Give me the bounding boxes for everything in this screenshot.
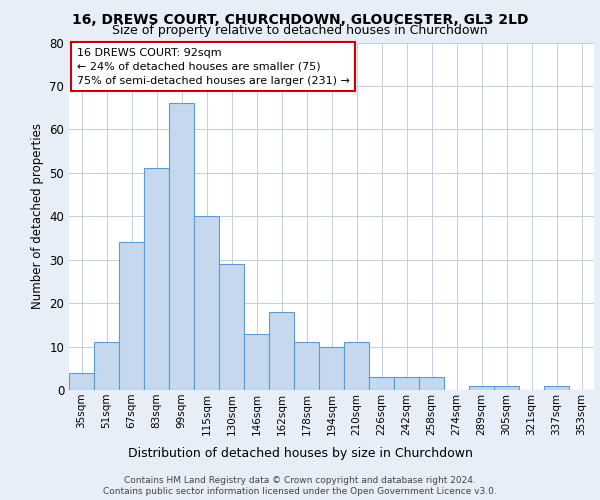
- Bar: [369, 377, 394, 390]
- Bar: [469, 386, 494, 390]
- Bar: [244, 334, 269, 390]
- Bar: [219, 264, 244, 390]
- Bar: [294, 342, 319, 390]
- Bar: [419, 377, 444, 390]
- Bar: [319, 346, 344, 390]
- Text: Contains public sector information licensed under the Open Government Licence v3: Contains public sector information licen…: [103, 488, 497, 496]
- Text: Distribution of detached houses by size in Churchdown: Distribution of detached houses by size …: [128, 448, 472, 460]
- Bar: [94, 342, 119, 390]
- Bar: [194, 216, 219, 390]
- Text: 16 DREWS COURT: 92sqm
← 24% of detached houses are smaller (75)
75% of semi-deta: 16 DREWS COURT: 92sqm ← 24% of detached …: [77, 48, 350, 86]
- Bar: [144, 168, 169, 390]
- Bar: [169, 104, 194, 390]
- Bar: [494, 386, 519, 390]
- Bar: [119, 242, 144, 390]
- Y-axis label: Number of detached properties: Number of detached properties: [31, 123, 44, 309]
- Bar: [269, 312, 294, 390]
- Text: 16, DREWS COURT, CHURCHDOWN, GLOUCESTER, GL3 2LD: 16, DREWS COURT, CHURCHDOWN, GLOUCESTER,…: [72, 12, 528, 26]
- Text: Contains HM Land Registry data © Crown copyright and database right 2024.: Contains HM Land Registry data © Crown c…: [124, 476, 476, 485]
- Bar: [394, 377, 419, 390]
- Bar: [344, 342, 369, 390]
- Bar: [69, 372, 94, 390]
- Text: Size of property relative to detached houses in Churchdown: Size of property relative to detached ho…: [112, 24, 488, 37]
- Bar: [544, 386, 569, 390]
